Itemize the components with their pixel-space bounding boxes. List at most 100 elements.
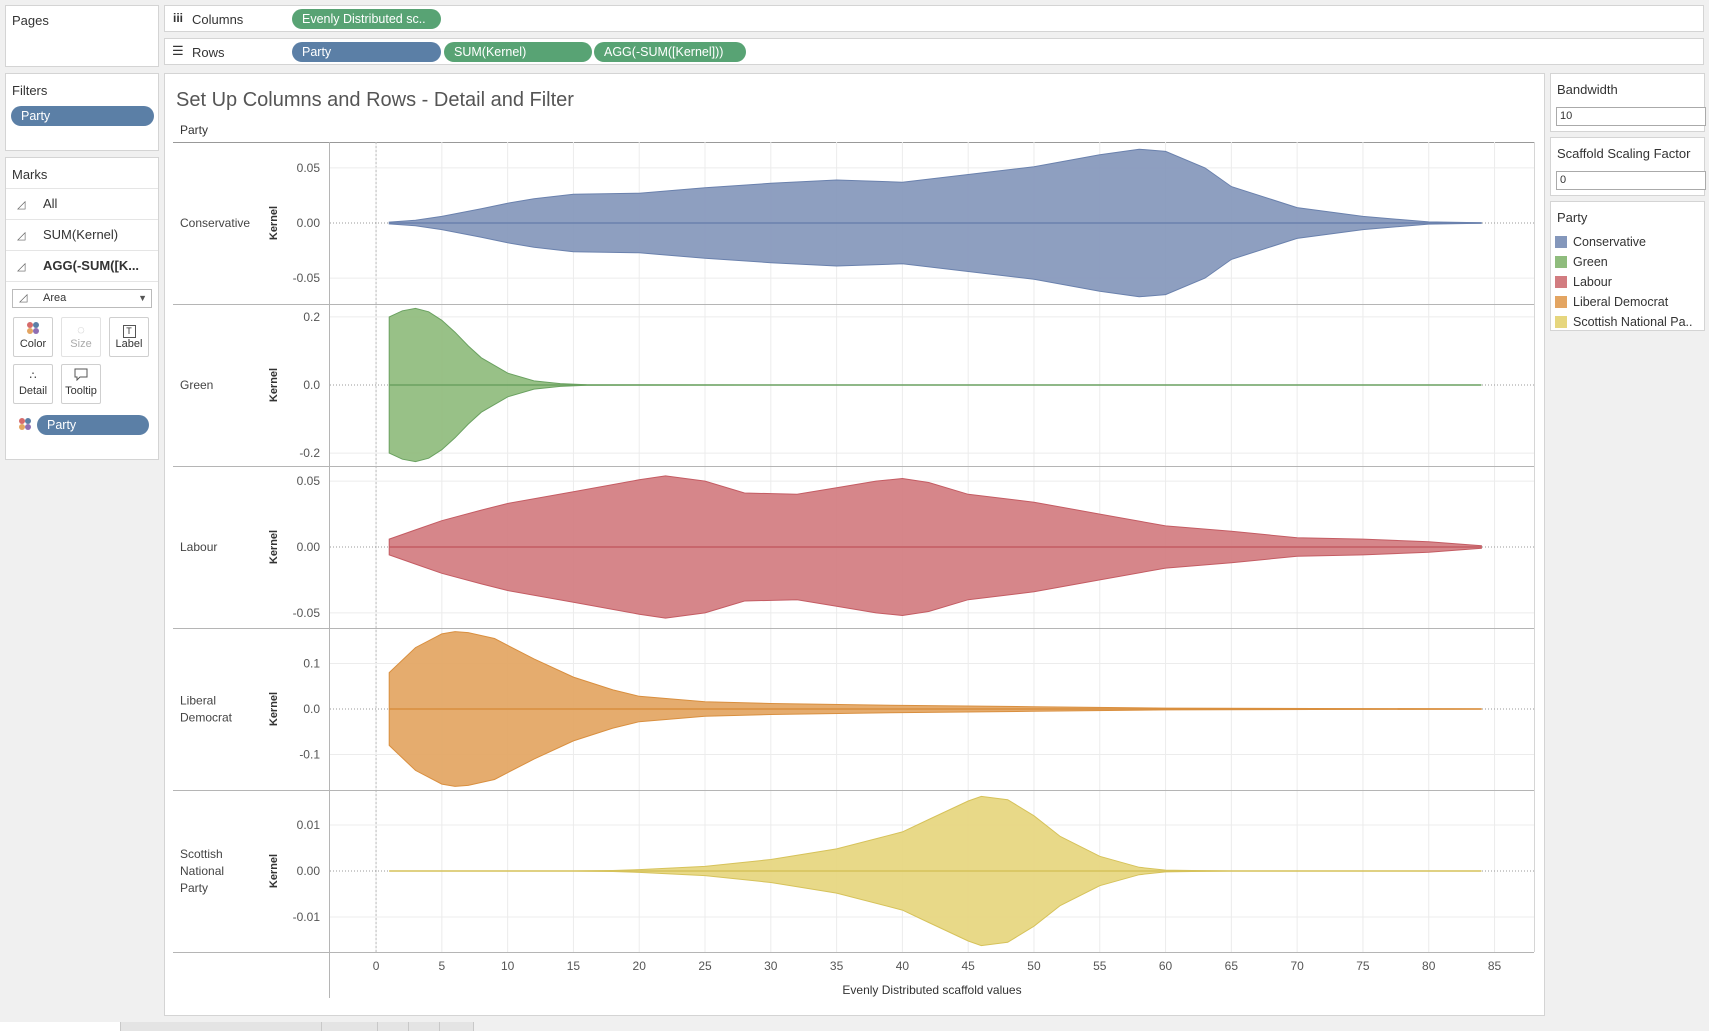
y-axis-title: Kernel <box>268 368 280 402</box>
scaling-factor-input[interactable]: 0 <box>1556 171 1706 190</box>
size-button-label: Size <box>70 338 92 350</box>
detail-button[interactable]: ∴ Detail <box>13 364 53 404</box>
y-axis-title: Kernel <box>268 692 280 726</box>
filters-card: Filters Party <box>5 73 159 151</box>
rows-pill-party[interactable]: Party <box>292 42 441 62</box>
y-tick-label: 0.0 <box>303 378 320 392</box>
x-tick-label: 70 <box>1290 959 1304 973</box>
pages-label: Pages <box>12 13 49 28</box>
chart-title: Set Up Columns and Rows - Detail and Fil… <box>176 89 574 111</box>
rows-pill-agg-neg-kernel[interactable]: AGG(-SUM([Kernel])) <box>594 42 746 62</box>
marks-card: Marks ◿ All ◿ SUM(Kernel) ◿ AGG(-SUM([K.… <box>5 157 159 460</box>
label-button[interactable]: T Label <box>109 317 149 357</box>
marks-layer-sum-kernel-label: SUM(Kernel) <box>43 227 119 242</box>
legend-title: Party <box>1557 210 1588 225</box>
color-button[interactable]: Color <box>13 317 53 357</box>
legend-swatch <box>1555 276 1567 288</box>
sheet-tab[interactable] <box>440 1022 474 1031</box>
area-chart-icon: ◿ <box>19 292 28 304</box>
columns-label: Columns <box>192 12 244 27</box>
legend-item-label: Green <box>1573 255 1608 269</box>
marks-layer-all[interactable]: ◿ All <box>6 188 158 219</box>
x-tick-label: 0 <box>373 959 380 973</box>
y-tick-label: 0.00 <box>297 540 321 554</box>
y-tick-label: 0.00 <box>297 216 321 230</box>
marks-layer-agg-neg-kernel[interactable]: ◿ AGG(-SUM([K... <box>6 250 158 282</box>
mark-type-dropdown[interactable]: ◿ Area ▼ <box>12 289 152 308</box>
area-chart-icon: ◿ <box>17 261 26 273</box>
sheet-tab[interactable] <box>0 1022 121 1031</box>
tooltip-button[interactable]: Tooltip <box>61 364 101 404</box>
marks-layer-all-label: All <box>43 196 58 211</box>
rows-pill-sum-kernel[interactable]: SUM(Kernel) <box>444 42 592 62</box>
y-tick-label: -0.05 <box>293 606 321 620</box>
sheet-tab[interactable] <box>378 1022 409 1031</box>
y-tick-label: 0.2 <box>303 310 320 324</box>
legend-item-conservative[interactable]: Conservative <box>1555 233 1646 251</box>
sheet-tab[interactable] <box>409 1022 440 1031</box>
x-tick-label: 60 <box>1159 959 1173 973</box>
scaling-factor-label: Scaffold Scaling Factor <box>1557 146 1691 161</box>
legend-item-label: Liberal Democrat <box>1573 295 1669 309</box>
y-tick-label: -0.2 <box>299 446 320 460</box>
filter-pill-party[interactable]: Party <box>11 106 154 126</box>
row-label: Party <box>180 881 208 895</box>
x-tick-label: 10 <box>501 959 515 973</box>
pages-card: Pages <box>5 5 159 67</box>
row-header-label: Party <box>180 123 208 137</box>
tooltip-icon <box>62 368 100 385</box>
row-label: Green <box>180 378 213 392</box>
viz-container: Set Up Columns and Rows - Detail and Fil… <box>164 73 1545 1016</box>
sheet-tab[interactable] <box>121 1022 322 1031</box>
legend-item-labour[interactable]: Labour <box>1555 273 1612 291</box>
legend-item-label: Conservative <box>1573 235 1646 249</box>
rows-label: Rows <box>192 45 225 60</box>
y-axis-title: Kernel <box>268 854 280 888</box>
legend-item-scottish-national-party[interactable]: Scottish National Pa.. <box>1555 313 1693 331</box>
bandwidth-input[interactable]: 10 <box>1556 107 1706 126</box>
row-label: National <box>180 864 224 878</box>
color-pill-party[interactable]: Party <box>37 415 149 435</box>
color-icon <box>14 321 52 338</box>
y-tick-label: -0.01 <box>293 910 321 924</box>
x-tick-label: 35 <box>830 959 844 973</box>
columns-pill-scaffold[interactable]: Evenly Distributed sc.. <box>292 9 441 29</box>
marks-label: Marks <box>12 167 48 182</box>
area-chart-icon: ◿ <box>17 199 26 211</box>
marks-layer-sum-kernel[interactable]: ◿ SUM(Kernel) <box>6 219 158 250</box>
detail-icon: ∴ <box>29 370 37 382</box>
legend-item-liberal-democrat[interactable]: Liberal Democrat <box>1555 293 1668 311</box>
sheet-tab[interactable] <box>322 1022 378 1031</box>
legend-item-label: Scottish National Pa.. <box>1573 315 1693 329</box>
legend-swatch <box>1555 256 1567 268</box>
legend-item-green[interactable]: Green <box>1555 253 1608 271</box>
x-tick-label: 55 <box>1093 959 1107 973</box>
row-label: Labour <box>180 540 217 554</box>
y-axis-title: Kernel <box>268 206 280 240</box>
x-tick-label: 25 <box>698 959 712 973</box>
columns-shelf[interactable]: iii Columns Evenly Distributed sc.. <box>164 5 1704 32</box>
x-tick-label: 5 <box>439 959 446 973</box>
dropdown-arrow-icon: ▼ <box>138 293 147 303</box>
rows-shelf[interactable]: ☰ Rows Party SUM(Kernel) AGG(-SUM([Kerne… <box>164 38 1704 65</box>
row-label: Scottish <box>180 847 223 861</box>
x-tick-label: 50 <box>1027 959 1041 973</box>
x-tick-label: 40 <box>896 959 910 973</box>
mark-type-value: Area <box>43 292 67 304</box>
y-tick-label: 0.01 <box>297 818 321 832</box>
size-button: ◌ Size <box>61 317 101 357</box>
filters-label: Filters <box>12 83 48 98</box>
legend-swatch <box>1555 316 1567 328</box>
legend-item-label: Labour <box>1573 275 1612 289</box>
y-tick-label: -0.1 <box>299 748 320 762</box>
size-icon: ◌ <box>77 322 85 337</box>
row-label: Liberal <box>180 694 216 708</box>
rows-icon: ☰ <box>172 43 184 58</box>
row-label: Democrat <box>180 711 233 725</box>
color-button-label: Color <box>19 338 47 350</box>
label-button-label: Label <box>115 338 143 350</box>
x-tick-label: 65 <box>1225 959 1239 973</box>
y-tick-label: 0.1 <box>303 656 320 670</box>
columns-icon: iii <box>173 11 184 25</box>
y-tick-label: -0.05 <box>293 271 321 285</box>
